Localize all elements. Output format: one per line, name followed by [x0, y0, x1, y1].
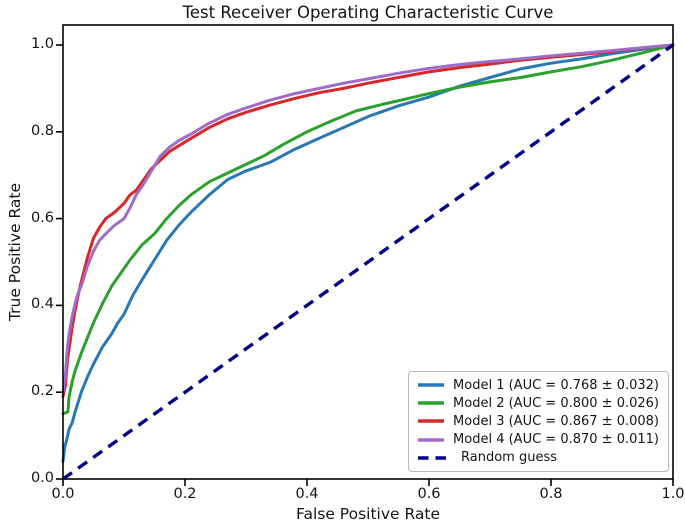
roc-curve-model-3 — [61, 43, 675, 398]
legend-line-swatch-icon — [418, 401, 445, 405]
x-tick-label: 0.2 — [173, 486, 197, 502]
legend-line-swatch-icon — [418, 419, 445, 424]
x-tick-label: 1.0 — [661, 486, 685, 502]
legend-item-random-guess: Random guess — [418, 450, 659, 465]
roc-curve-random-guess — [62, 43, 674, 481]
x-tick-label: 0.4 — [295, 486, 319, 502]
plot-border — [62, 24, 674, 480]
legend-line-swatch-icon — [418, 383, 445, 387]
y-tick-label: 1.0 — [30, 36, 54, 53]
legend-line-swatch-icon — [418, 437, 445, 442]
legend-label: Model 2 (AUC = 0.800 ± 0.026) — [453, 395, 659, 411]
legend-item-model-3: Model 3 (AUC = 0.867 ± 0.008) — [418, 414, 659, 429]
y-tick-label: 0.4 — [30, 296, 54, 313]
x-tick-label: 0.0 — [51, 486, 75, 502]
legend-label: Model 3 (AUC = 0.867 ± 0.008) — [453, 413, 659, 429]
legend-item-model-1: Model 1 (AUC = 0.768 ± 0.032) — [418, 378, 659, 393]
roc-curve-model-1 — [61, 43, 675, 464]
legend-label: Model 4 (AUC = 0.870 ± 0.011) — [453, 432, 659, 448]
x-tick-label: 0.8 — [539, 486, 563, 502]
legend-line-swatch-icon — [418, 456, 452, 460]
y-tick-label: 0.8 — [30, 122, 54, 139]
legend-label: Random guess — [461, 450, 557, 466]
legend-item-model-4: Model 4 (AUC = 0.870 ± 0.011) — [418, 432, 659, 447]
x-tick-label: 0.6 — [417, 486, 441, 502]
y-tick-label: 0.2 — [30, 383, 54, 400]
y-tick-label: 0.6 — [30, 209, 54, 226]
legend-label: Model 1 (AUC = 0.768 ± 0.032) — [453, 377, 659, 393]
y-tick-label: 0.0 — [30, 470, 54, 487]
roc-curve-model-4 — [61, 43, 675, 394]
legend-item-model-2: Model 2 (AUC = 0.800 ± 0.026) — [418, 396, 659, 411]
chart-title: Test Receiver Operating Characteristic C… — [182, 3, 554, 22]
legend: Model 1 (AUC = 0.768 ± 0.032) Model 2 (AU… — [408, 371, 669, 472]
x-axis-label: False Positive Rate — [295, 505, 441, 523]
roc-curve-model-2 — [61, 43, 675, 416]
